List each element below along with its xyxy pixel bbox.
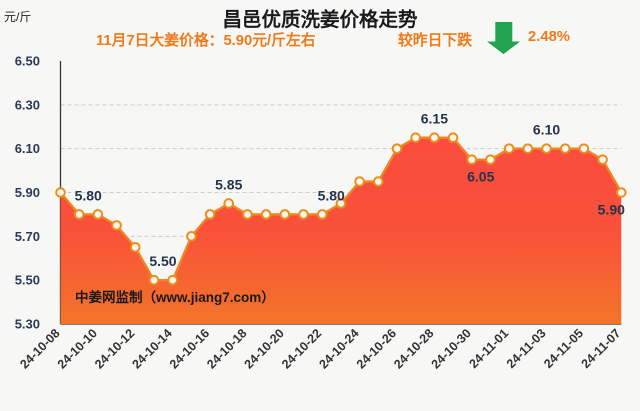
svg-text:24-10-12: 24-10-12 (92, 326, 137, 371)
svg-text:5.90: 5.90 (598, 202, 625, 218)
svg-text:24-10-22: 24-10-22 (279, 326, 324, 371)
svg-text:5.80: 5.80 (75, 187, 102, 203)
svg-text:24-10-16: 24-10-16 (167, 326, 212, 371)
svg-text:24-10-10: 24-10-10 (55, 326, 100, 371)
svg-text:24-10-18: 24-10-18 (204, 326, 249, 371)
svg-text:24-10-30: 24-10-30 (429, 326, 474, 371)
svg-text:5.50: 5.50 (15, 273, 40, 288)
svg-text:5.70: 5.70 (15, 229, 40, 244)
svg-text:24-11-03: 24-11-03 (504, 326, 549, 371)
svg-text:5.50: 5.50 (149, 253, 176, 269)
svg-text:5.30: 5.30 (15, 317, 40, 332)
svg-text:24-10-26: 24-10-26 (354, 326, 399, 371)
svg-text:24-11-01: 24-11-01 (466, 326, 511, 371)
svg-text:24-10-08: 24-10-08 (17, 326, 62, 371)
svg-text:24-10-28: 24-10-28 (391, 326, 436, 371)
svg-text:6.10: 6.10 (533, 122, 560, 138)
svg-text:6.15: 6.15 (421, 111, 448, 127)
svg-text:中姜网监制（www.jiang7.com）: 中姜网监制（www.jiang7.com） (75, 289, 275, 305)
svg-text:24-10-24: 24-10-24 (316, 326, 361, 371)
svg-text:5.90: 5.90 (15, 185, 40, 200)
svg-text:6.10: 6.10 (15, 141, 40, 156)
svg-text:6.50: 6.50 (15, 54, 40, 69)
svg-text:24-10-20: 24-10-20 (242, 326, 287, 371)
svg-text:24-11-07: 24-11-07 (579, 326, 624, 371)
svg-text:5.85: 5.85 (215, 176, 242, 192)
svg-text:6.30: 6.30 (15, 97, 40, 112)
svg-text:6.05: 6.05 (467, 169, 494, 185)
svg-text:24-10-14: 24-10-14 (129, 326, 174, 371)
svg-text:5.80: 5.80 (318, 187, 345, 203)
svg-text:24-11-05: 24-11-05 (541, 326, 586, 371)
